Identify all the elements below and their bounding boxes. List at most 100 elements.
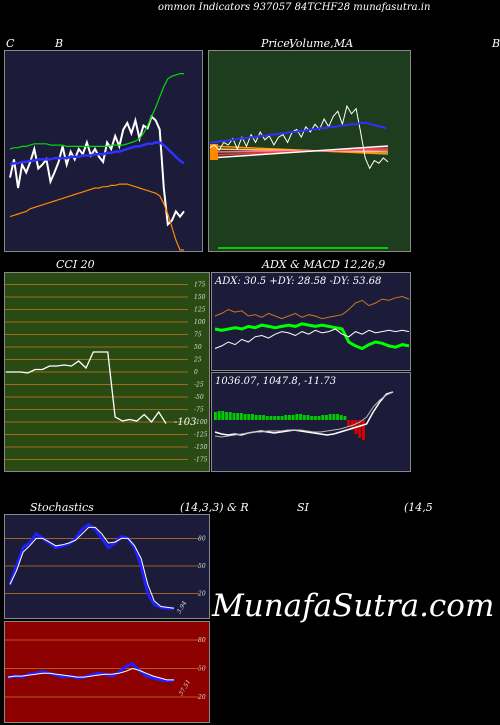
price-orange-block	[210, 144, 218, 160]
macd-bar	[299, 414, 302, 420]
adx-chart: ADX: 30.5 +DY: 28.58 -DY: 53.68	[211, 272, 411, 371]
stoch-d-line	[9, 526, 175, 609]
stoch-title-c: SI	[297, 501, 309, 514]
macd-bar	[328, 414, 332, 420]
cci-tick-label: 125	[194, 307, 206, 314]
cci-chart: 175 150 125 100 75 50 25 0 -25 -50 -75 -100 -125 -150…	[4, 272, 210, 472]
price-chart	[208, 50, 411, 252]
macd-bar	[362, 420, 365, 440]
bb-upper-line	[9, 73, 184, 150]
bb-close-line	[9, 114, 185, 227]
rsi-rsi_ma-line	[7, 667, 174, 681]
stoch-tick-label: 50	[198, 563, 206, 570]
stoch-tick-label: 20	[197, 591, 206, 598]
adx-panel: ADX: 30.5 +DY: 28.58 -DY: 53.68	[211, 272, 411, 371]
bollinger-chart	[4, 50, 203, 252]
price-panel	[208, 50, 411, 252]
stoch-tick-label: 80	[198, 535, 206, 542]
macd-bar	[306, 415, 310, 420]
rsi-tick-label: 50	[198, 666, 206, 673]
macd-bar	[225, 412, 228, 420]
cci-tick-label: -125	[194, 432, 208, 439]
macd-values: 1036.07, 1047.8, -11.73	[215, 376, 336, 387]
macd-bar	[247, 414, 251, 420]
macd-bar	[221, 411, 225, 420]
stoch-title-b: (14,3,3) & R	[180, 501, 249, 514]
macd-bar	[358, 420, 362, 438]
macd-bar	[288, 415, 291, 420]
macd-chart: 1036.07, 1047.8, -11.73	[211, 372, 411, 472]
cci-tick-label: 0	[194, 369, 198, 376]
macd-bar	[295, 414, 299, 420]
macd-bar	[269, 416, 273, 420]
macd-bar	[214, 412, 217, 420]
cci-tick-label: 100	[194, 319, 206, 326]
price-ma_blue-line	[210, 121, 387, 144]
price-edge-label: B	[492, 37, 500, 50]
cci-panel: 175 150 125 100 75 50 25 0 -25 -50 -75 -100 -125 -150…	[4, 272, 210, 472]
macd-bar	[262, 415, 265, 420]
macd-bar	[302, 415, 306, 420]
rsi-tick-label: 80	[198, 637, 206, 644]
macd-bar	[310, 416, 314, 420]
cci-tick-label: 75	[194, 332, 202, 339]
cci-tick-label: -100	[194, 419, 208, 426]
macd-panel: 1036.07, 1047.8, -11.73	[211, 372, 411, 472]
cci-tick-label: -25	[194, 382, 204, 389]
macd-bar	[228, 412, 232, 420]
cci-title: CCI 20	[56, 258, 95, 271]
price-ma-line-4	[209, 145, 389, 159]
macd-bar	[236, 413, 240, 420]
cci-value-label: -103	[174, 417, 196, 428]
stoch-title-d: (14,5	[404, 501, 433, 514]
adx-title: ADX & MACD 12,26,9	[262, 258, 386, 271]
adx-adx-line	[214, 322, 410, 351]
cci-tick-label: -50	[194, 394, 204, 401]
macd-bar	[343, 416, 347, 420]
cci-tick-label: -175	[194, 457, 208, 464]
macd-bar	[251, 414, 254, 420]
rsi-tick-label: 20	[197, 694, 206, 701]
macd-bar	[317, 416, 321, 420]
macd-bar	[258, 415, 262, 420]
bb-title: B	[55, 37, 64, 50]
adx-plus_dy-line	[214, 328, 410, 349]
bollinger-panel	[4, 50, 203, 252]
macd-bar	[339, 415, 343, 420]
macd-bar	[347, 420, 351, 426]
macd-bar	[239, 413, 243, 420]
bb-label-c: C	[6, 37, 15, 50]
page-title: ommon Indicators 937057 84TCHF28 munafas…	[158, 2, 431, 13]
macd-bar	[217, 411, 221, 420]
macd-bar	[276, 416, 280, 420]
macd-bar	[336, 414, 339, 420]
bb-lower-line	[9, 183, 184, 251]
rsi-panel: 80 50 20 37.51	[4, 621, 210, 723]
price-title-b: Volume,	[289, 37, 334, 50]
rsi-rsi-line	[7, 662, 175, 683]
macd-bar	[232, 413, 236, 420]
price-title-c: MA	[334, 37, 354, 50]
cci-tick-label: 175	[194, 282, 206, 289]
adx-minus_dy-line	[214, 295, 410, 320]
cci-tick-label: 50	[194, 344, 202, 351]
macd-bar	[284, 415, 288, 420]
adx-values: ADX: 30.5 +DY: 28.58 -DY: 53.68	[214, 276, 381, 287]
macd-bar	[313, 416, 317, 420]
bb-middle-line	[9, 141, 185, 166]
macd-bar	[332, 414, 336, 420]
price-price-line	[209, 104, 389, 170]
macd-bar	[325, 415, 328, 420]
cci-tick-label: 150	[194, 294, 206, 301]
cci-line	[6, 351, 167, 424]
cci-tick-label: 25	[193, 357, 202, 364]
macd-bar	[243, 414, 247, 420]
macd-bar	[321, 415, 325, 420]
macd-bar	[273, 416, 277, 420]
cci-tick-label: -150	[194, 444, 208, 451]
stochastics-panel: 80 50 20 3.94	[4, 514, 210, 619]
macd-bar	[291, 415, 295, 420]
stoch-title-a: Stochastics	[30, 501, 94, 514]
